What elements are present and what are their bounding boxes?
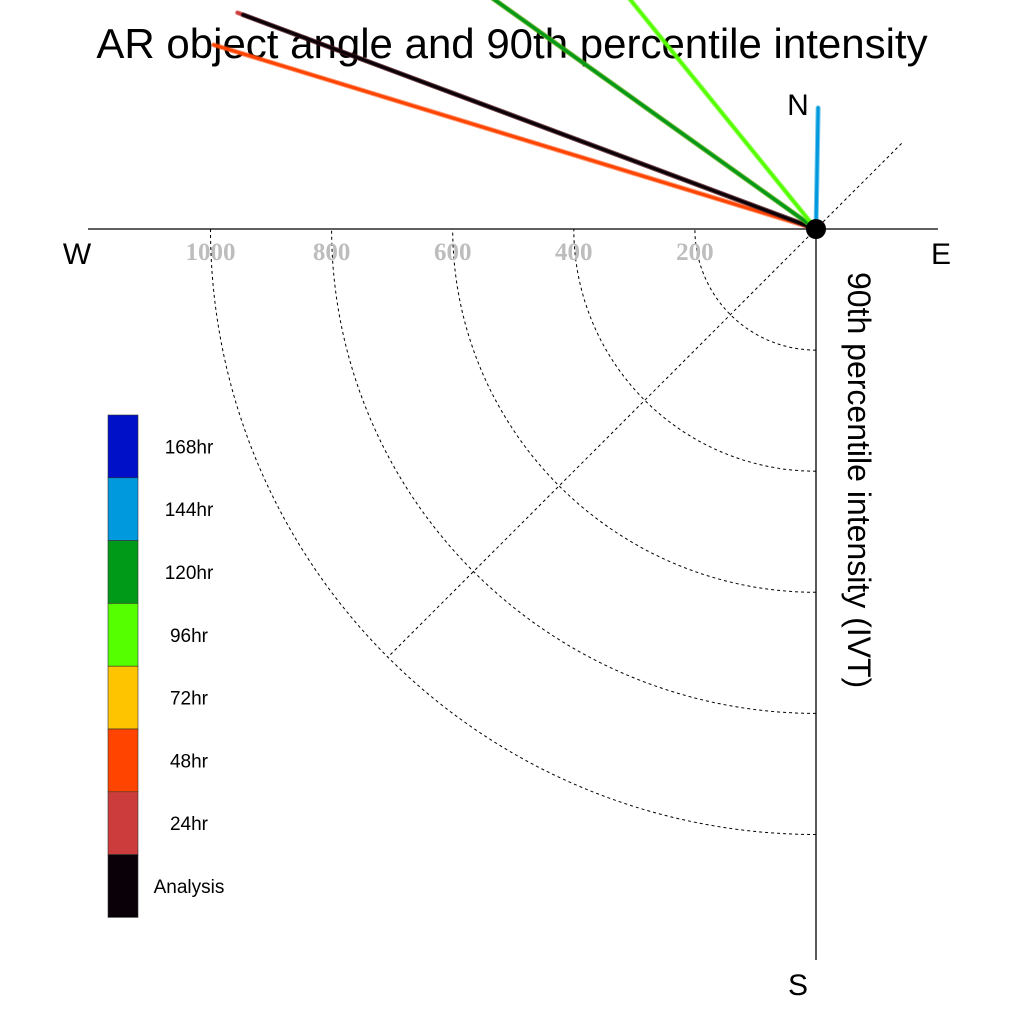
legend-swatch-120hr: [107, 540, 139, 604]
legend-label-144hr: 144hr: [165, 500, 214, 521]
legend-label-96hr: 96hr: [170, 626, 209, 647]
tick-label-1000: 1000: [186, 239, 236, 266]
compass-north: N: [787, 89, 809, 122]
tick-label-400: 400: [555, 239, 593, 266]
legend-swatch-144hr: [107, 477, 139, 541]
grid-arc-3: [452, 228, 817, 593]
legend-swatch-analysis: [107, 854, 139, 918]
grid-arc-2: [573, 228, 817, 472]
grid-arc-1: [694, 228, 817, 351]
vector-120hr: [492, 0, 818, 231]
legend: 168hr 144hr 120hr 96hr 72hr 48hr 24hr Analysis: [107, 414, 225, 918]
compass-south: S: [788, 969, 808, 1002]
legend-swatch-24hr: [107, 791, 139, 855]
grid-arc-4: [331, 228, 817, 714]
grid-diagonal: [387, 143, 902, 658]
vector-96hr: [628, 0, 818, 231]
radial-tick-labels: 200 400 600 800 1000: [186, 239, 714, 266]
vector-48hr: [212, 43, 818, 231]
vector-series: [211, 0, 821, 232]
legend-label-168hr: 168hr: [165, 437, 214, 458]
chart-title: AR object angle and 90th percentile inte…: [96, 20, 927, 67]
legend-label-analysis: Analysis: [154, 877, 225, 898]
legend-label-24hr: 24hr: [170, 814, 209, 835]
tick-label-800: 800: [313, 239, 351, 266]
vector-analysis: [241, 13, 818, 231]
tick-label-600: 600: [434, 239, 472, 266]
legend-label-120hr: 120hr: [165, 563, 214, 584]
origin-marker: [806, 219, 826, 239]
tick-label-200: 200: [676, 239, 714, 266]
compass-west: W: [63, 238, 92, 271]
legend-label-72hr: 72hr: [170, 689, 209, 710]
legend-label-48hr: 48hr: [170, 751, 209, 772]
legend-swatch-168hr: [107, 414, 139, 479]
y-axis-label: 90th percentile intensity (IVT): [841, 272, 877, 688]
vector-144hr: [814, 106, 820, 231]
legend-swatch-96hr: [107, 603, 139, 667]
compass-east: E: [931, 238, 951, 271]
legend-swatch-72hr: [107, 665, 139, 730]
legend-swatch-48hr: [107, 728, 139, 793]
